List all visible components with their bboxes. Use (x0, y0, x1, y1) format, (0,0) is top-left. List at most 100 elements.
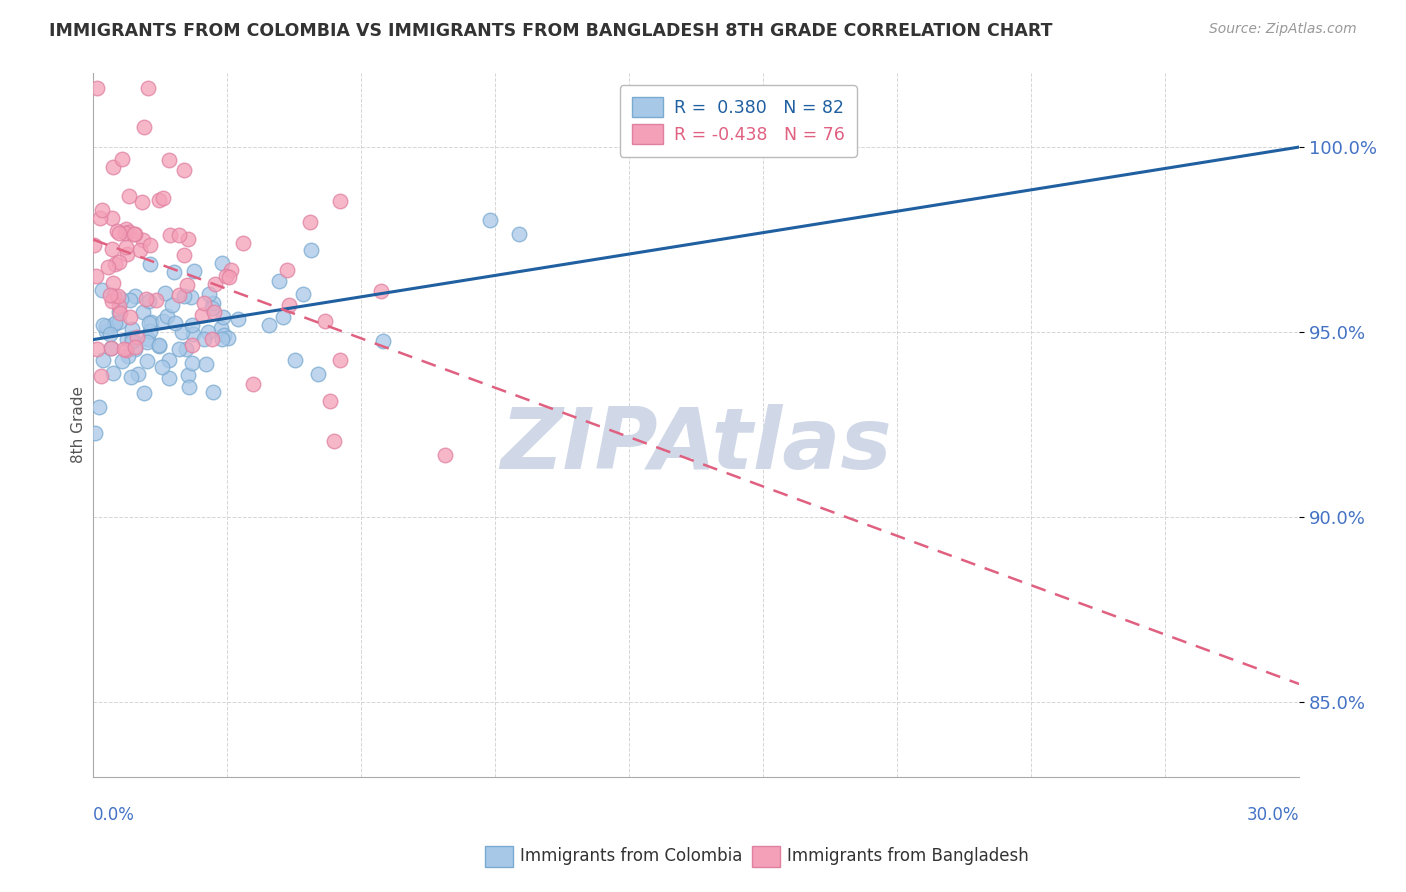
Point (221, 263, 243, 277)
Point (141, 315, 163, 329)
Point (134, 120, 156, 134)
Point (433, 448, 456, 462)
Point (314, 314, 336, 328)
Point (132, 305, 155, 319)
Point (127, 367, 149, 381)
Point (276, 263, 298, 277)
Point (83, 238, 105, 252)
Point (153, 286, 176, 301)
Point (329, 194, 352, 208)
Point (170, 325, 193, 339)
Point (98, 326, 121, 341)
Point (479, 212, 502, 227)
Point (217, 331, 239, 345)
Point (108, 306, 131, 320)
Point (121, 334, 143, 349)
Point (173, 248, 195, 262)
Text: 0.0%: 0.0% (93, 806, 135, 824)
Point (209, 320, 232, 334)
Point (299, 215, 322, 229)
Point (277, 298, 299, 312)
Point (129, 243, 152, 257)
Point (89, 400, 111, 414)
Y-axis label: 8th Grade: 8th Grade (72, 386, 86, 463)
Point (134, 386, 156, 401)
Point (215, 269, 238, 284)
Text: 30.0%: 30.0% (1247, 806, 1299, 824)
Point (323, 434, 346, 448)
Point (284, 353, 307, 368)
Point (124, 227, 146, 242)
Point (176, 278, 198, 293)
Point (139, 237, 162, 252)
Text: Immigrants from Bangladesh: Immigrants from Bangladesh (787, 847, 1029, 865)
Point (94, 318, 117, 333)
Point (120, 370, 142, 384)
Point (257, 318, 280, 333)
Point (152, 314, 174, 328)
Point (101, 242, 124, 256)
Point (107, 226, 129, 240)
Point (91, 318, 114, 332)
Point (118, 293, 141, 308)
Point (124, 343, 146, 357)
Point (108, 305, 131, 319)
Point (117, 349, 139, 363)
Point (214, 328, 236, 343)
Point (103, 289, 125, 303)
Point (148, 339, 170, 353)
Point (193, 332, 215, 346)
Point (139, 324, 162, 338)
Point (198, 286, 221, 301)
Point (318, 393, 340, 408)
Point (117, 247, 139, 261)
Point (156, 309, 179, 323)
Point (124, 340, 146, 354)
Point (103, 366, 125, 380)
Point (211, 256, 233, 270)
Point (273, 310, 295, 325)
Point (122, 227, 145, 242)
Point (181, 318, 204, 332)
Point (183, 264, 205, 278)
Point (200, 301, 222, 315)
Point (226, 312, 249, 326)
Point (114, 343, 136, 358)
Point (370, 284, 392, 298)
Point (112, 342, 135, 356)
Point (307, 367, 329, 381)
Point (201, 333, 224, 347)
Point (121, 330, 143, 344)
Point (150, 359, 173, 374)
Point (135, 292, 157, 306)
Point (180, 338, 202, 352)
Point (152, 191, 174, 205)
Point (97, 260, 120, 275)
Point (162, 298, 184, 312)
Point (157, 153, 180, 167)
Point (139, 257, 162, 271)
Legend: R =  0.380   N = 82, R = -0.438   N = 76: R = 0.380 N = 82, R = -0.438 N = 76 (620, 85, 856, 156)
Point (204, 277, 226, 291)
Point (197, 326, 219, 340)
Point (104, 257, 127, 271)
Text: ZIPAtlas: ZIPAtlas (501, 404, 891, 487)
Point (373, 334, 395, 348)
Point (195, 357, 218, 371)
Point (508, 227, 530, 241)
Point (202, 304, 225, 318)
Point (108, 299, 131, 313)
Point (107, 289, 129, 303)
Point (101, 318, 124, 333)
Point (105, 224, 128, 238)
Point (90, 369, 112, 384)
Point (132, 233, 155, 247)
Point (267, 274, 290, 288)
Point (242, 377, 264, 392)
Point (118, 189, 141, 203)
Point (183, 326, 205, 341)
Point (191, 308, 214, 322)
Point (329, 353, 352, 368)
Point (159, 228, 181, 243)
Point (136, 80, 159, 95)
